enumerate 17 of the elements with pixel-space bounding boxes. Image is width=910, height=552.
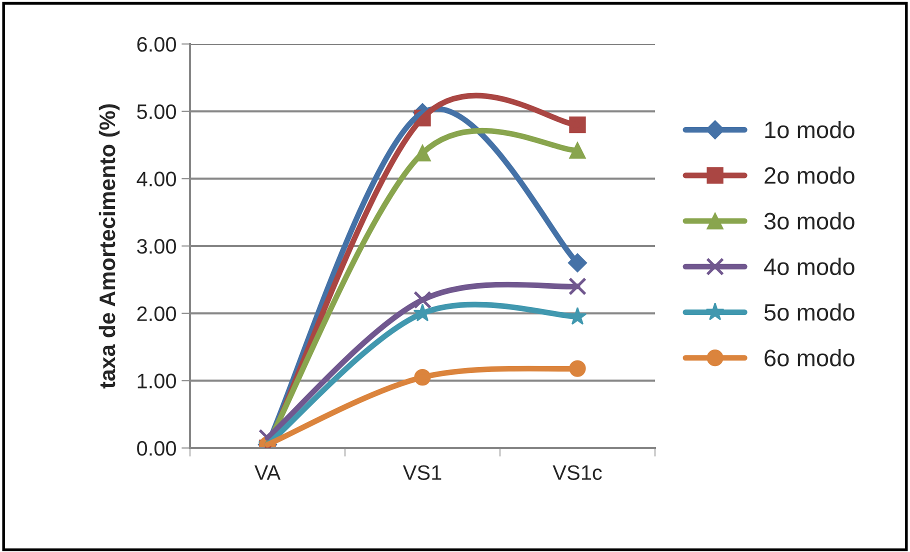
y-tick-label: 2.00 xyxy=(137,306,176,322)
y-tick-label: 5.00 xyxy=(137,104,176,120)
x-tick-label: VS1 xyxy=(402,465,442,480)
legend-label: 2o modo xyxy=(764,166,854,184)
legend-label: 1o modo xyxy=(765,120,854,138)
y-tick-label: 4.00 xyxy=(136,172,176,186)
y-tick-label: 1.00 xyxy=(138,374,176,388)
legend-label: 4o modo xyxy=(764,258,854,276)
x-tick-label: VA xyxy=(254,465,281,480)
legend-label: 3o modo xyxy=(764,212,854,230)
x-tick-label: VS1c xyxy=(552,465,602,480)
y-tick-label: 3.00 xyxy=(137,239,176,254)
legend-label: 6o modo xyxy=(764,349,854,366)
legend-label: 5o modo xyxy=(764,303,854,321)
y-tick-label: 0.00 xyxy=(137,441,176,456)
y-axis-title: taxa de Amortecimento (%) xyxy=(98,104,120,389)
y-tick-label: 6.00 xyxy=(137,37,176,52)
